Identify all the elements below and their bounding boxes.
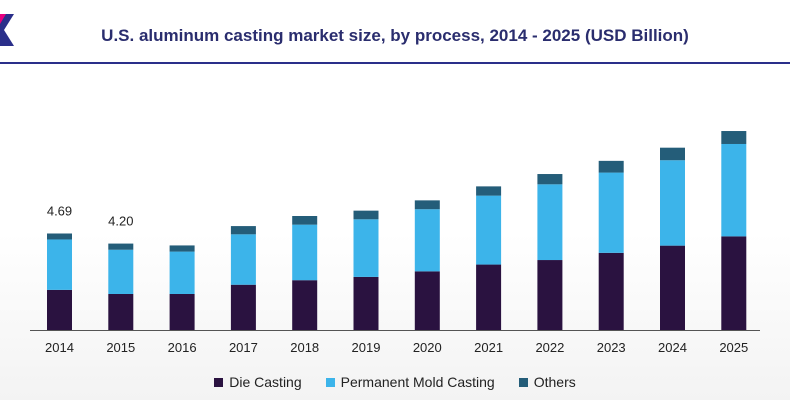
bar-others-2023 (598, 160, 624, 173)
data-label-2015: 4.20 (108, 214, 133, 229)
bar-others-2017 (230, 226, 256, 235)
bar-permanent-mold-casting-2019 (353, 219, 379, 277)
bar-permanent-mold-casting-2016 (169, 251, 195, 294)
bar-others-2015 (108, 243, 134, 250)
x-tick-label-2021: 2021 (474, 340, 503, 355)
x-tick-label-2020: 2020 (413, 340, 442, 355)
bar-others-2016 (169, 245, 195, 252)
bar-die-casting-2019 (353, 276, 379, 330)
bar-permanent-mold-casting-2015 (108, 249, 134, 294)
brand-chevron-icon (0, 14, 14, 46)
x-tick-label-2022: 2022 (535, 340, 564, 355)
legend-swatch-die-casting (214, 377, 224, 387)
bar-others-2019 (353, 210, 379, 220)
bar-permanent-mold-casting-2020 (414, 209, 440, 272)
x-tick-label-2019: 2019 (352, 340, 381, 355)
legend-label-others: Others (533, 374, 576, 390)
bar-die-casting-2014 (47, 289, 72, 330)
bar-die-casting-2017 (230, 284, 256, 330)
bar-others-2014 (47, 233, 72, 240)
legend-item-permanent-mold: Permanent Mold Casting (325, 374, 495, 390)
legend-item-die-casting: Die Casting (214, 374, 302, 390)
bar-permanent-mold-casting-2017 (230, 234, 256, 285)
header-divider (0, 62, 790, 64)
bar-others-2022 (537, 174, 563, 185)
legend-swatch-permanent-mold (325, 377, 335, 387)
bar-permanent-mold-casting-2021 (476, 195, 502, 265)
bar-permanent-mold-casting-2018 (292, 224, 318, 281)
x-tick-label-2023: 2023 (597, 340, 626, 355)
bar-die-casting-2022 (537, 260, 563, 330)
bar-die-casting-2020 (414, 271, 440, 330)
bar-die-casting-2018 (292, 280, 318, 330)
bar-permanent-mold-casting-2023 (598, 172, 624, 253)
bar-others-2020 (414, 200, 440, 210)
bar-die-casting-2023 (598, 252, 624, 330)
x-tick-label-2024: 2024 (658, 340, 687, 355)
bar-others-2018 (292, 216, 318, 225)
x-tick-label-2014: 2014 (45, 340, 74, 355)
legend-label-permanent-mold: Permanent Mold Casting (340, 374, 495, 390)
bar-others-2021 (476, 186, 502, 196)
legend-item-others: Others (518, 374, 576, 390)
x-tick-label-2016: 2016 (168, 340, 197, 355)
legend-swatch-others (518, 377, 528, 387)
bar-permanent-mold-casting-2014 (47, 239, 72, 290)
bar-permanent-mold-casting-2025 (721, 143, 747, 237)
bar-permanent-mold-casting-2022 (537, 184, 563, 261)
chart-title: U.S. aluminum casting market size, by pr… (101, 26, 689, 45)
x-tick-label-2018: 2018 (290, 340, 319, 355)
bar-die-casting-2024 (660, 245, 685, 330)
bar-die-casting-2021 (476, 264, 502, 330)
bar-permanent-mold-casting-2024 (660, 160, 685, 246)
legend-label-die-casting: Die Casting (229, 374, 302, 390)
header-banner: U.S. aluminum casting market size, by pr… (0, 0, 790, 66)
plot-background (0, 66, 790, 400)
bar-others-2024 (660, 147, 685, 161)
bar-die-casting-2016 (169, 293, 195, 330)
data-label-2014: 4.69 (47, 203, 72, 218)
legend: Die Casting Permanent Mold Casting Other… (0, 374, 790, 390)
x-tick-label-2015: 2015 (106, 340, 135, 355)
x-tick-label-2025: 2025 (719, 340, 748, 355)
bar-die-casting-2015 (108, 293, 134, 330)
x-tick-label-2017: 2017 (229, 340, 258, 355)
bar-others-2025 (721, 131, 747, 144)
bar-die-casting-2025 (721, 236, 747, 330)
